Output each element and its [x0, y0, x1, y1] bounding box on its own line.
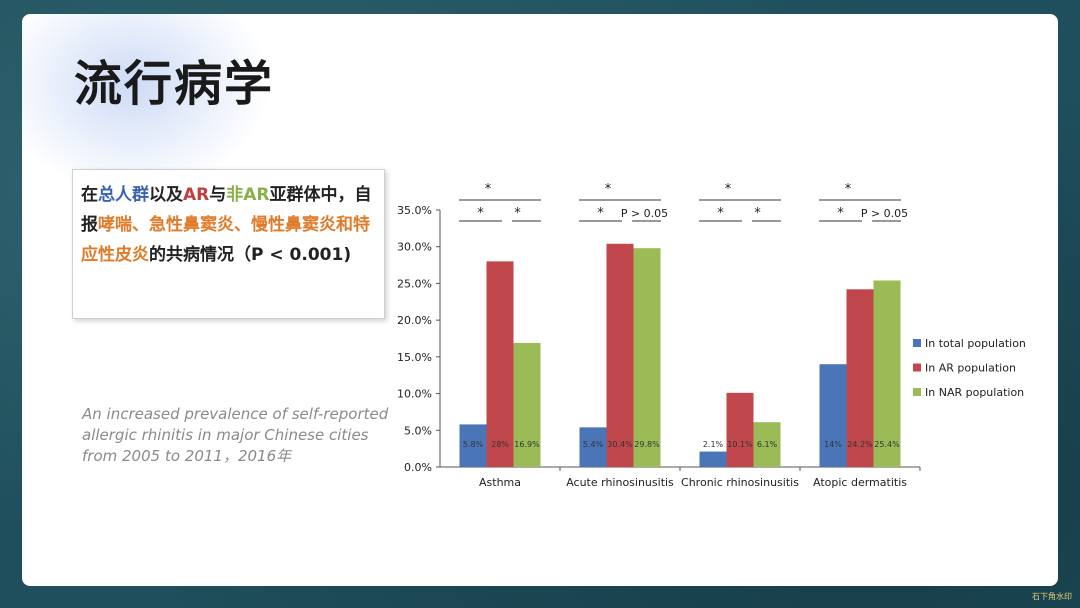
sig-marker-right: * — [754, 206, 761, 221]
callout-text: 与 — [209, 185, 227, 205]
callout-highlight-diseases: 哮喘、急性鼻窦炎、慢性鼻窦炎和特应性皮炎 — [81, 215, 370, 265]
sig-marker-top: * — [605, 182, 612, 197]
sig-marker-top: * — [725, 182, 732, 197]
callout-text: 亚群体中，自报 — [81, 185, 372, 235]
sig-marker-right: * — [514, 206, 521, 221]
sig-marker-top: * — [845, 182, 852, 197]
sig-marker-right: P > 0.05 — [861, 207, 908, 220]
sig-marker-left: * — [717, 206, 724, 221]
data-label: 14% — [824, 440, 842, 449]
y-tick-label: 5.0% — [404, 424, 432, 437]
sig-marker-top: * — [485, 182, 492, 197]
sig-marker-left: * — [597, 206, 604, 221]
bar — [633, 248, 661, 467]
x-category-label: Acute rhinosinusitis — [566, 476, 674, 489]
sig-marker-left: * — [837, 206, 844, 221]
callout-text: 的共病情况（P < 0.001) — [149, 245, 352, 265]
legend-swatch — [913, 363, 921, 372]
x-category-label: Atopic dermatitis — [813, 476, 907, 489]
callout-highlight-nar: 非AR — [226, 185, 270, 205]
data-label: 28% — [491, 440, 509, 449]
legend-label: In total population — [925, 337, 1026, 350]
y-tick-label: 20.0% — [397, 314, 432, 327]
data-label: 16.9% — [514, 440, 540, 449]
data-label: 5.4% — [583, 440, 604, 449]
x-category-label: Asthma — [479, 476, 521, 489]
bar — [873, 280, 901, 467]
sig-marker-right: P > 0.05 — [621, 207, 668, 220]
sig-marker-left: * — [477, 206, 484, 221]
bar — [846, 289, 874, 467]
bar — [753, 422, 781, 467]
callout-highlight-total: 总人群 — [98, 185, 149, 205]
data-label: 10.1% — [727, 440, 753, 449]
data-label: 30.4% — [607, 440, 633, 449]
data-label: 2.1% — [703, 440, 724, 449]
callout-highlight-ar: AR — [183, 185, 210, 205]
y-tick-label: 0.0% — [404, 461, 432, 474]
legend-label: In NAR population — [925, 386, 1024, 399]
callout-box: 在总人群以及AR与非AR亚群体中，自报哮喘、急性鼻窦炎、慢性鼻窦炎和特应性皮炎的… — [72, 169, 385, 319]
legend-swatch — [913, 339, 921, 347]
callout-text: 以及 — [149, 185, 183, 205]
bar — [726, 392, 754, 467]
legend-swatch — [913, 388, 921, 396]
bar — [819, 364, 847, 467]
y-tick-label: 30.0% — [397, 241, 432, 254]
bar — [513, 342, 541, 467]
bar — [606, 243, 634, 467]
data-label: 5.8% — [463, 440, 484, 449]
y-tick-label: 15.0% — [397, 351, 432, 364]
watermark: 石下角水印 — [1032, 592, 1072, 601]
data-label: 24.2% — [847, 440, 873, 449]
page-title: 流行病学 — [74, 56, 275, 112]
y-tick-label: 10.0% — [397, 388, 432, 401]
y-tick-label: 35.0% — [397, 204, 432, 217]
data-label: 6.1% — [757, 440, 778, 449]
bar — [486, 261, 514, 467]
bar — [459, 424, 487, 467]
data-label: 29.8% — [634, 440, 660, 449]
y-tick-label: 25.0% — [397, 277, 432, 290]
data-label: 25.4% — [874, 440, 900, 449]
bar — [699, 451, 727, 467]
x-category-label: Chronic rhinosinusitis — [681, 476, 799, 489]
bar — [579, 427, 607, 467]
title-glow — [22, 14, 272, 194]
callout-text: 在 — [81, 185, 98, 205]
figure-caption: An increased prevalence of self-reported… — [82, 405, 389, 465]
legend-label: In AR population — [925, 362, 1016, 375]
